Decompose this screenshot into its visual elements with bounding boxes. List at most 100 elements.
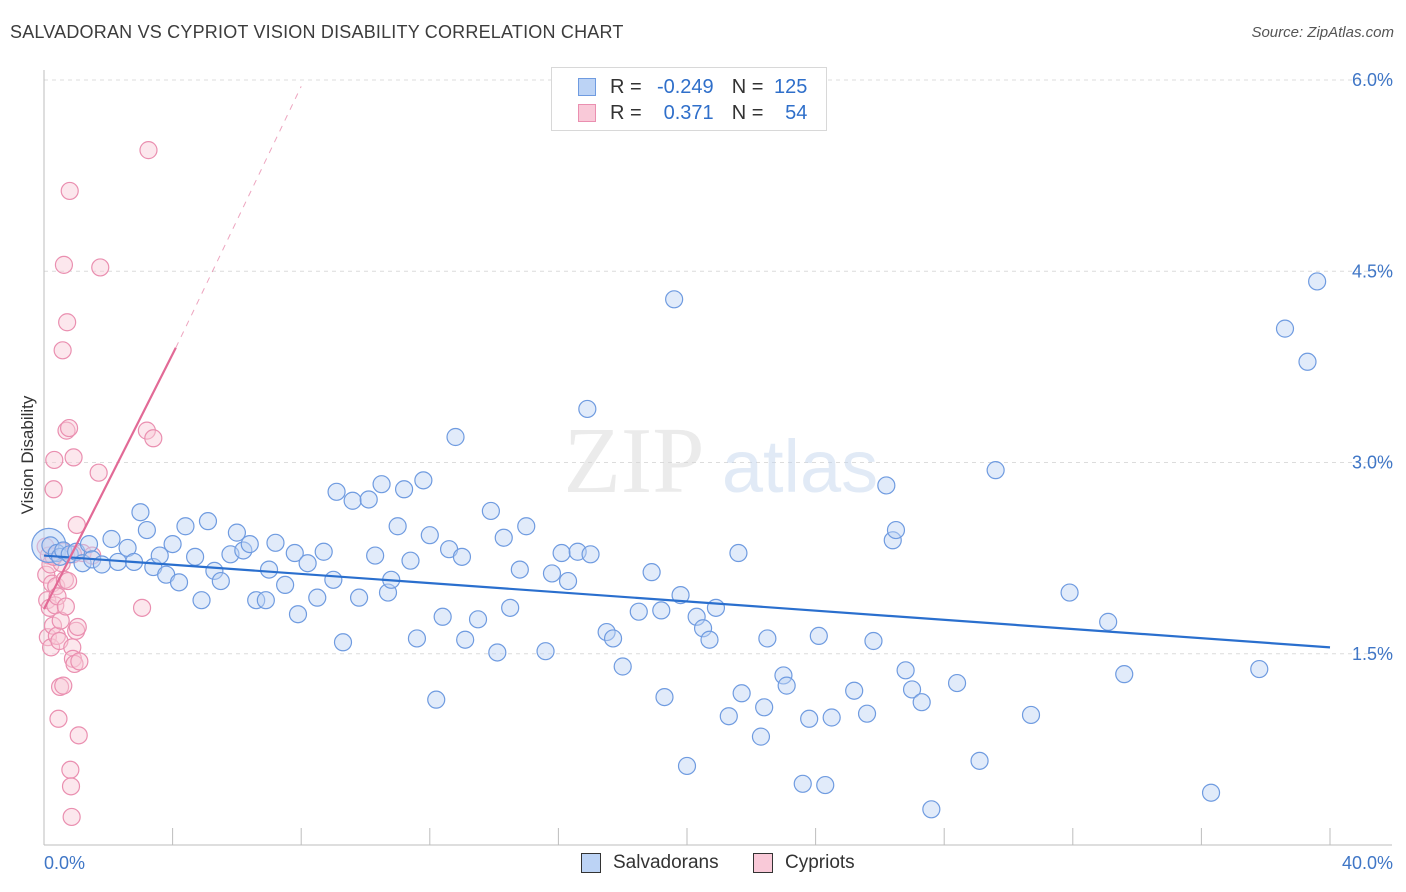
cypriot-point	[53, 341, 72, 360]
legend-r-label: R =	[610, 101, 642, 124]
salvadoran-point	[501, 598, 520, 617]
watermark-zip: ZIP	[564, 409, 705, 513]
salvadoran-point	[1115, 665, 1134, 684]
salvadoran-point	[902, 680, 922, 699]
salvadoran-point	[176, 517, 195, 536]
salvadoran-point	[613, 657, 632, 676]
cypriot-point	[65, 654, 84, 674]
salvadoran-point	[864, 631, 883, 651]
y-tick-label: 1.5%	[1352, 644, 1393, 664]
salvadoran-point	[1060, 583, 1079, 602]
salvadoran-point	[169, 573, 189, 592]
salvadoran-point	[407, 629, 427, 648]
x-tick-label: 40.0%	[1342, 853, 1393, 873]
legend-n-label: N =	[731, 101, 764, 124]
tick-labels: 1.5% 3.0% 4.5% 6.0% 0.0% 40.0%	[44, 70, 1393, 873]
salvadoran-point	[970, 751, 989, 770]
cypriot-point	[61, 777, 81, 796]
salvadoran-point	[349, 588, 369, 607]
salvadoran-point	[896, 661, 915, 680]
cypriot-point	[132, 598, 152, 617]
legend-row-salvadorans: R = -0.249 N = 125	[578, 75, 807, 99]
bottom-swatch-pink	[753, 853, 773, 873]
cypriot-point	[44, 480, 63, 499]
salvadoran-point	[494, 528, 513, 547]
salvadoran-point	[822, 708, 841, 727]
salvadoran-point	[372, 475, 391, 494]
salvadoran-point	[671, 585, 690, 605]
salvadoran-point	[947, 673, 967, 693]
cypriot-point	[64, 448, 83, 467]
cypriot-trend-extension	[175, 86, 302, 348]
cypriot-point	[62, 807, 81, 827]
salvadoran-point	[883, 531, 902, 550]
salvadoran-point	[259, 560, 279, 579]
source-label: Source: ZipAtlas.com	[1251, 24, 1394, 41]
salvadoran-point	[755, 698, 774, 717]
salvadoran-point	[652, 601, 671, 620]
salvadoran-point	[359, 490, 378, 509]
salvadoran-point	[542, 564, 562, 583]
salvadoran-point	[700, 630, 719, 649]
legend-swatch-pink	[578, 104, 596, 122]
salvadoran-point	[536, 642, 555, 661]
salvadoran-point	[665, 290, 684, 309]
salvadoran-point	[758, 629, 777, 648]
salvadoran-point	[186, 547, 205, 566]
salvadoran-point	[581, 545, 600, 564]
cypriot-point	[61, 760, 80, 779]
y-tick-label: 4.5%	[1352, 261, 1393, 281]
y-tick-label: 6.0%	[1352, 70, 1393, 90]
cypriot-point	[59, 418, 79, 438]
salvadoran-point	[629, 602, 648, 621]
salvadoran-point	[456, 630, 475, 649]
legend-row-cypriots: R = 0.371 N = 54	[578, 101, 807, 125]
salvadoran-point	[558, 571, 578, 591]
cypriot-point	[144, 429, 163, 448]
salvadoran-point	[314, 542, 333, 561]
salvadoran-point	[394, 480, 414, 499]
chart-title: SALVADORAN VS CYPRIOT VISION DISABILITY …	[10, 22, 624, 42]
salvadoran-point	[240, 534, 259, 554]
salvadoran-point	[655, 687, 674, 707]
salvadoran-point	[198, 512, 218, 531]
salvadoran-trend-line	[43, 554, 1331, 649]
salvadoran-point	[468, 610, 488, 629]
cypriot-point	[49, 709, 68, 728]
salvadoran-point	[578, 399, 597, 419]
salvadoran-point	[333, 633, 353, 652]
bottom-legend-label: Cypriots	[785, 852, 855, 873]
cypriot-point	[51, 611, 70, 630]
cypriot-points	[36, 141, 163, 827]
salvadoran-point	[1298, 352, 1317, 371]
salvadoran-point	[774, 666, 793, 685]
salvadoran-point	[481, 501, 500, 521]
salvadoran-point	[729, 543, 748, 563]
watermark-atlas: atlas	[722, 425, 878, 508]
salvadoran-point	[1201, 783, 1221, 802]
salvadoran-point	[777, 676, 796, 695]
salvadoran-point	[1275, 319, 1295, 338]
salvadoran-point	[452, 547, 472, 566]
salvadoran-point	[816, 775, 835, 795]
salvadoran-point	[1021, 705, 1041, 725]
cypriot-point	[60, 181, 79, 201]
salvadoran-point	[1308, 272, 1327, 291]
bottom-legend-salvadorans: Salvadorans	[581, 852, 719, 874]
salvadoran-point	[266, 533, 285, 552]
salvadoran-point	[256, 591, 275, 610]
salvadoran-point	[986, 461, 1005, 480]
salvadoran-point	[211, 571, 230, 591]
cypriot-point	[58, 313, 77, 332]
legend-r-value: 0.371	[663, 101, 714, 124]
salvadoran-point	[845, 681, 864, 700]
salvadoran-point	[1250, 659, 1269, 679]
salvadoran-point	[298, 554, 317, 573]
salvadoran-point	[857, 704, 877, 723]
salvadoran-point	[137, 520, 156, 540]
legend-r-value: -0.249	[656, 75, 714, 98]
salvadoran-point	[912, 693, 931, 712]
cypriot-point	[45, 450, 64, 470]
cypriot-point	[91, 258, 110, 277]
